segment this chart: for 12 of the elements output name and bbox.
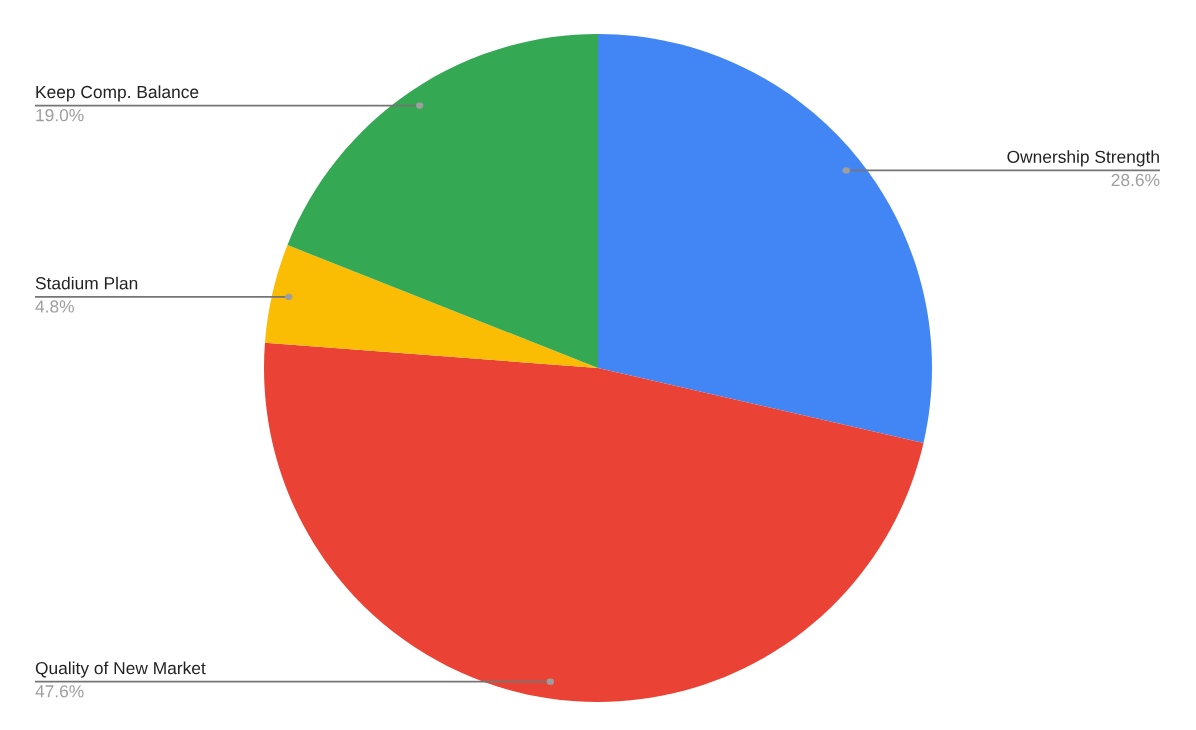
data-label: 28.6% [1111,173,1160,187]
data-label: 4.8% [35,300,74,313]
pie-slice [264,245,598,368]
pie-slice [287,34,598,368]
slice-label: Stadium Plan [35,276,138,290]
pie-slice [598,34,932,443]
slice-label: Quality of New Market [35,661,206,678]
data-label: 19.0% [36,109,84,122]
pie-slice [264,342,924,702]
slice-label: Keep Comp. Balance [36,85,199,102]
slice-label: Ownership Strength [1007,150,1159,167]
data-label: 47.6% [35,685,84,698]
